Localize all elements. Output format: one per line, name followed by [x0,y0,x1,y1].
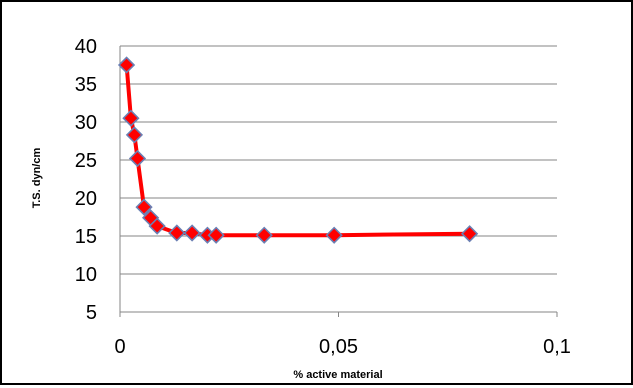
data-point [325,226,343,244]
y-tick-label: 5 [86,302,97,324]
y-tick-label: 30 [75,112,97,134]
data-point [168,224,186,242]
series-line [124,63,472,238]
y-tick-label: 25 [75,150,97,172]
tick-labels: 5 10 15 20 25 30 35 40 0 0,05 0,1 [75,36,571,358]
data-point [122,109,140,127]
data-point [128,149,147,168]
x-tick-label: 0 [114,336,125,358]
data-series [117,56,479,244]
x-axis-title: % active material [293,369,382,381]
y-axis-title: T.S. dyn/cm [31,148,43,209]
x-tick-label: 0,1 [543,336,571,358]
y-tick-label: 15 [75,226,97,248]
data-point [135,198,153,216]
y-tick-label: 10 [75,264,97,286]
data-point [460,225,479,243]
gridlines [120,45,557,275]
data-point [125,126,144,144]
y-tick-label: 40 [75,36,97,58]
data-point [117,56,136,74]
axes [119,46,558,317]
data-point [148,217,166,235]
y-tick-label: 20 [75,188,97,210]
chart-svg: 5 10 15 20 25 30 35 40 0 0,05 0,1 % active materia… [31,36,571,381]
y-tick-label: 35 [75,74,97,96]
data-point [207,226,225,244]
data-point [183,224,201,242]
x-tick-label: 0,05 [319,336,358,358]
data-point [255,226,273,244]
